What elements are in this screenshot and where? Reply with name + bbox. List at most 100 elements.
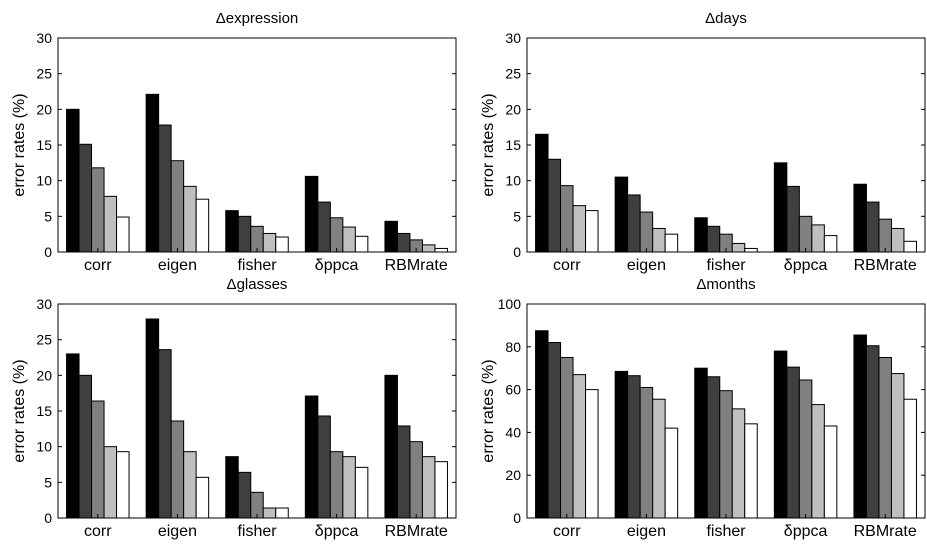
bar-corr-3 (103, 446, 118, 519)
bar-RBMrate-3 (421, 456, 436, 519)
bar-eigen-2 (639, 211, 654, 253)
bar-fisher-4 (275, 507, 289, 519)
bar-fisher-3 (262, 232, 277, 253)
chart-title: Δdays (705, 10, 747, 27)
bar-fisher-3 (262, 507, 277, 519)
bar-δppca-1 (786, 366, 800, 519)
y-tick-label: 20 (36, 101, 52, 117)
bar-corr-0 (66, 108, 80, 253)
bar-fisher-0 (694, 217, 708, 253)
bar-δppca-0 (773, 350, 788, 519)
bar-corr-4 (585, 389, 599, 519)
bar-corr-4 (585, 210, 599, 253)
bar-δppca-0 (304, 395, 319, 519)
chart-panel-1: Δdays error rates (%) 0 5 10 15 20 25 30 corr eige… (480, 10, 926, 274)
bar-RBMrate-3 (421, 244, 436, 253)
y-tick-label: 0 (44, 244, 52, 260)
y-tick-label: 25 (36, 66, 52, 82)
bar-δppca-2 (329, 217, 344, 253)
bar-corr-3 (103, 195, 118, 253)
bar-RBMrate-0 (853, 183, 867, 253)
bar-δppca-0 (304, 175, 319, 253)
x-tick-label: eigen (158, 257, 197, 274)
y-tick-label: 30 (36, 30, 52, 46)
chart-panel-2: Δglasses error rates (%) 0 5 10 15 20 25 30 corr e… (11, 276, 457, 540)
y-tick-label: 100 (498, 296, 522, 312)
bar-RBMrate-2 (409, 441, 423, 519)
y-tick-label: 30 (36, 296, 52, 312)
y-tick-label: 20 (36, 367, 52, 383)
bar-corr-3 (572, 374, 587, 519)
bar-fisher-1 (706, 376, 721, 519)
chart-title: Δexpression (216, 10, 299, 27)
x-tick-label: fisher (237, 523, 277, 540)
y-tick-label: 5 (44, 474, 52, 490)
y-axis-label: error rates (%) (480, 93, 497, 196)
bar-corr-1 (78, 143, 93, 253)
bar-eigen-4 (195, 198, 210, 253)
bar-eigen-0 (614, 176, 629, 253)
bar-RBMrate-1 (396, 425, 411, 519)
chart-title: Δmonths (696, 276, 755, 293)
x-tick-label: fisher (706, 257, 746, 274)
bar-δppca-3 (811, 224, 825, 253)
y-tick-label: 10 (36, 439, 52, 455)
bar-fisher-0 (694, 367, 708, 519)
y-tick-label: 20 (505, 101, 521, 117)
bar-eigen-0 (145, 318, 160, 519)
bar-corr-0 (535, 330, 549, 519)
x-tick-label: fisher (237, 257, 277, 274)
bar-RBMrate-1 (865, 201, 880, 253)
bar-eigen-1 (627, 194, 641, 253)
bar-RBMrate-4 (903, 398, 917, 519)
chart-title: Δglasses (227, 276, 288, 293)
x-tick-label: corr (84, 257, 112, 274)
bar-eigen-1 (627, 375, 641, 519)
y-tick-label: 0 (513, 244, 521, 260)
x-tick-label: RBMrate (385, 257, 448, 274)
bar-δppca-2 (798, 215, 813, 253)
x-tick-label: fisher (706, 523, 746, 540)
y-tick-label: 40 (505, 424, 521, 440)
bar-δppca-1 (317, 201, 331, 253)
bar-eigen-3 (183, 451, 197, 519)
bar-RBMrate-2 (878, 218, 892, 253)
y-tick-label: 15 (36, 137, 52, 153)
bar-eigen-2 (639, 386, 654, 519)
x-tick-label: eigen (627, 257, 666, 274)
bar-corr-4 (116, 216, 130, 253)
y-tick-label: 80 (505, 339, 521, 355)
bar-δppca-1 (317, 415, 331, 519)
bar-fisher-1 (237, 471, 252, 519)
y-tick-label: 20 (505, 467, 521, 483)
x-tick-label: corr (84, 523, 112, 540)
bar-corr-0 (66, 353, 80, 519)
y-tick-label: 25 (36, 332, 52, 348)
bar-δppca-4 (354, 235, 369, 253)
y-tick-label: 0 (44, 510, 52, 526)
bar-eigen-4 (664, 427, 679, 519)
y-tick-label: 5 (44, 208, 52, 224)
y-tick-label: 25 (505, 66, 521, 82)
bar-RBMrate-0 (384, 220, 398, 253)
y-axis-label: error rates (%) (11, 359, 28, 462)
bar-δppca-4 (823, 425, 838, 519)
bar-RBMrate-0 (384, 374, 398, 519)
bar-eigen-1 (158, 349, 172, 519)
bar-RBMrate-1 (865, 345, 880, 519)
bar-δppca-4 (823, 235, 838, 253)
y-tick-label: 15 (36, 403, 52, 419)
x-tick-label: eigen (158, 523, 197, 540)
bar-corr-0 (535, 133, 549, 253)
bar-corr-1 (547, 158, 562, 253)
bar-RBMrate-2 (878, 357, 892, 519)
bar-fisher-1 (237, 215, 252, 253)
bar-δppca-1 (786, 185, 800, 253)
x-tick-label: corr (553, 257, 581, 274)
y-axis-label: error rates (%) (11, 93, 28, 196)
bar-RBMrate-4 (434, 247, 448, 253)
bar-RBMrate-0 (853, 334, 867, 519)
bar-RBMrate-3 (890, 373, 905, 519)
